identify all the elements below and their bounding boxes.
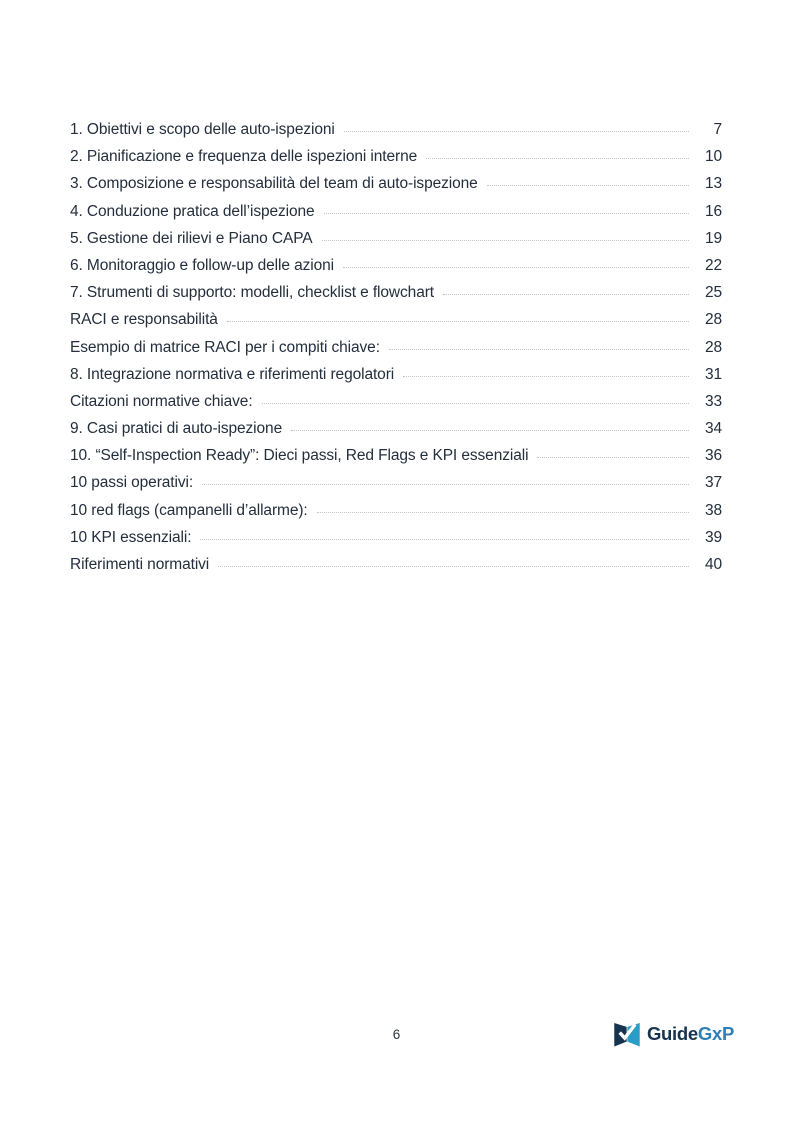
toc-entry-label: Esempio di matrice RACI per i compiti ch… bbox=[70, 338, 380, 356]
toc-entry[interactable]: 3. Composizione e responsabilità del tea… bbox=[70, 170, 722, 197]
toc-entry-label: 1. Obiettivi e scopo delle auto-ispezion… bbox=[70, 121, 335, 138]
dot-leader bbox=[321, 239, 689, 241]
toc-entry-label: 10 red flags (campanelli d’allarme): bbox=[70, 501, 308, 519]
toc-entry-page-number: 13 bbox=[704, 175, 722, 193]
dot-leader bbox=[316, 511, 689, 513]
brand-logo-text-primary: Guide bbox=[646, 1023, 698, 1044]
toc-entry-page-number: 19 bbox=[704, 229, 722, 247]
dot-leader bbox=[343, 131, 689, 132]
toc-entry-page-number: 38 bbox=[704, 501, 722, 519]
toc-list: 1. Obiettivi e scopo delle auto-ispezion… bbox=[70, 116, 722, 578]
toc-entry-page-number: 25 bbox=[704, 284, 722, 302]
toc-entry[interactable]: 10. “Self-Inspection Ready”: Dieci passi… bbox=[70, 442, 722, 469]
toc-entry-label: 5. Gestione dei rilievi e Piano CAPA bbox=[70, 229, 313, 247]
toc-entry-label: Riferimenti normativi bbox=[70, 556, 210, 573]
toc-entry-label: RACI e responsabilità bbox=[70, 311, 218, 329]
dot-leader bbox=[261, 402, 689, 404]
toc-entry[interactable]: RACI e responsabilità 28 bbox=[70, 306, 722, 333]
dot-leader bbox=[442, 294, 689, 296]
dot-leader bbox=[388, 348, 689, 350]
toc-entry[interactable]: 8. Integrazione normativa e riferimenti … bbox=[70, 361, 722, 388]
toc-entry-page-number: 39 bbox=[704, 528, 722, 546]
dot-leader bbox=[226, 321, 689, 323]
toc-entry-page-number: 28 bbox=[704, 338, 722, 356]
toc-entry-label: 10. “Self-Inspection Ready”: Dieci passi… bbox=[70, 447, 529, 465]
toc-entry[interactable]: 5. Gestione dei rilievi e Piano CAPA 19 bbox=[70, 225, 722, 252]
toc-entry-label: 3. Composizione e responsabilità del tea… bbox=[70, 175, 478, 193]
toc-entry-label: 7. Strumenti di supporto: modelli, check… bbox=[70, 284, 434, 302]
toc-entry[interactable]: Riferimenti normativi 40 bbox=[70, 551, 722, 578]
toc-entry-page-number: 10 bbox=[704, 148, 722, 166]
dot-leader bbox=[323, 212, 689, 214]
toc-entry[interactable]: 6. Monitoraggio e follow-up delle azioni… bbox=[70, 252, 722, 279]
toc-entry-page-number: 28 bbox=[704, 311, 722, 329]
dot-leader bbox=[426, 158, 689, 160]
toc-entry-page-number: 7 bbox=[713, 121, 722, 138]
toc-entry-page-number: 40 bbox=[704, 556, 722, 573]
toc-entry[interactable]: 9. Casi pratici di auto-ispezione 34 bbox=[70, 415, 722, 442]
brand-logo-text-secondary: GxP bbox=[697, 1023, 734, 1044]
toc-entry[interactable]: 10 passi operativi: 37 bbox=[70, 469, 722, 496]
toc-entry-label: 9. Casi pratici di auto-ispezione bbox=[70, 420, 283, 438]
dot-leader bbox=[200, 538, 689, 540]
toc-entry[interactable]: 4. Conduzione pratica dell’ispezione 16 bbox=[70, 198, 722, 225]
toc-entry[interactable]: 1. Obiettivi e scopo delle auto-ispezion… bbox=[70, 116, 722, 143]
toc-entry-label: 4. Conduzione pratica dell’ispezione bbox=[70, 202, 315, 220]
dot-leader bbox=[342, 266, 689, 268]
toc-entry-label: Citazioni normative chiave: bbox=[70, 392, 253, 410]
toc-entry-label: 6. Monitoraggio e follow-up delle azioni bbox=[70, 256, 334, 274]
toc-entry[interactable]: Esempio di matrice RACI per i compiti ch… bbox=[70, 334, 722, 361]
toc-entry-page-number: 33 bbox=[704, 392, 722, 410]
toc-entry[interactable]: Citazioni normative chiave: 33 bbox=[70, 388, 722, 415]
toc-entry-page-number: 36 bbox=[704, 447, 722, 465]
brand-logo: GuideGxP bbox=[612, 1017, 734, 1050]
toc-entry[interactable]: 7. Strumenti di supporto: modelli, check… bbox=[70, 279, 722, 306]
dot-leader bbox=[202, 484, 689, 486]
toc-entry-label: 2. Pianificazione e frequenza delle ispe… bbox=[70, 148, 418, 166]
dot-leader bbox=[403, 375, 689, 377]
dot-leader bbox=[537, 457, 689, 459]
toc-entry-page-number: 31 bbox=[704, 365, 722, 383]
toc-entry-label: 10 passi operativi: bbox=[70, 474, 194, 492]
dot-leader bbox=[291, 430, 689, 432]
toc-entry[interactable]: 10 KPI essenziali: 39 bbox=[70, 524, 722, 551]
toc-entry-page-number: 22 bbox=[704, 256, 722, 274]
dot-leader bbox=[486, 185, 689, 187]
toc-entry-label: 10 KPI essenziali: bbox=[70, 528, 192, 546]
brand-logo-text: GuideGxP bbox=[647, 1017, 734, 1050]
dot-leader bbox=[218, 566, 689, 567]
toc-entry[interactable]: 2. Pianificazione e frequenza delle ispe… bbox=[70, 143, 722, 170]
toc-entry-page-number: 37 bbox=[704, 474, 722, 492]
open-book-check-icon bbox=[614, 1023, 640, 1047]
toc-entry[interactable]: 10 red flags (campanelli d’allarme): 38 bbox=[70, 497, 722, 524]
toc-entry-label: 8. Integrazione normativa e riferimenti … bbox=[70, 365, 395, 383]
toc-entry-page-number: 34 bbox=[704, 420, 722, 438]
toc-entry-page-number: 16 bbox=[704, 202, 722, 220]
footer-page-number: 6 bbox=[392, 1027, 401, 1042]
